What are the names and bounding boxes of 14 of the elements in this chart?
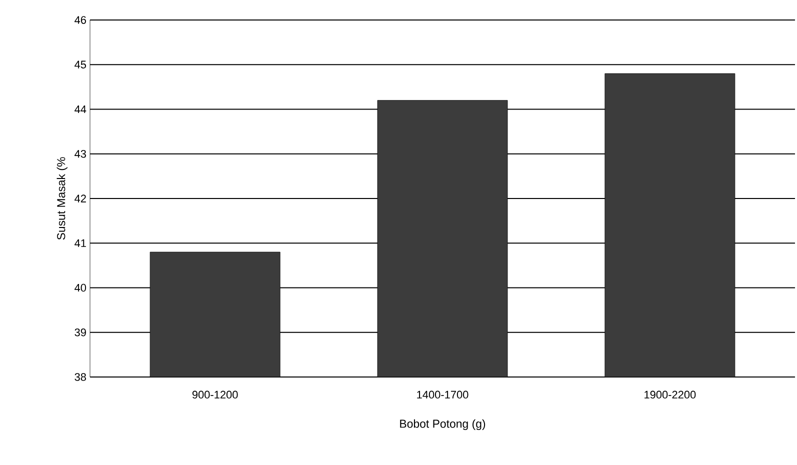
y-tick-label: 38: [74, 373, 86, 381]
y-axis-title: Susut Masak (%: [56, 157, 68, 240]
x-tick-label: 1900-2200: [644, 390, 696, 399]
x-axis-title: Bobot Potong (g): [400, 419, 486, 430]
y-tick-label: 45: [74, 60, 86, 68]
y-tick-label: 44: [74, 105, 86, 114]
y-tick-label: 41: [74, 239, 86, 247]
y-tick-label: 39: [74, 328, 86, 336]
x-tick-label: 900-1200: [192, 390, 238, 399]
y-tick-label: 46: [74, 16, 86, 24]
y-tick-label: 40: [74, 284, 86, 292]
y-tick-label: 43: [74, 150, 86, 158]
x-tick-label: 1400-1700: [417, 390, 468, 399]
y-tick-label: 42: [74, 194, 86, 202]
